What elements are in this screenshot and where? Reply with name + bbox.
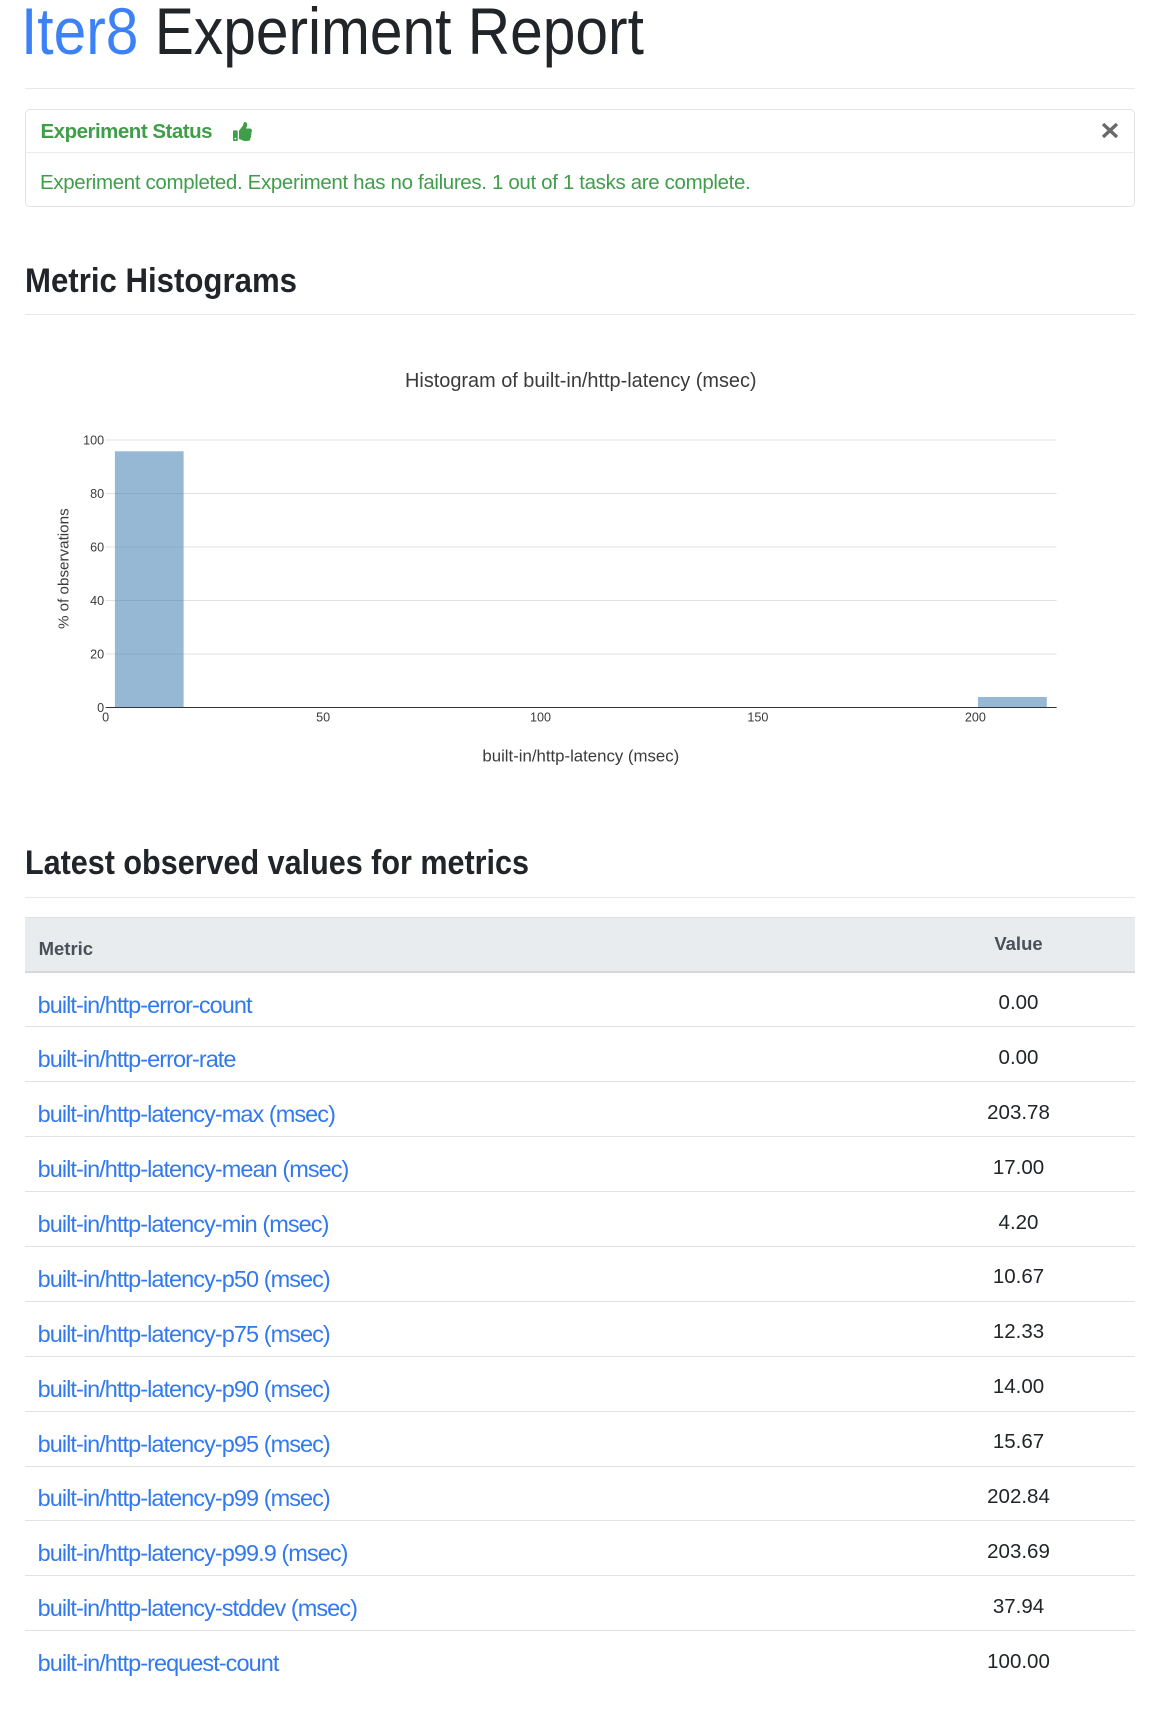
- svg-text:0: 0: [97, 701, 104, 715]
- svg-text:50: 50: [316, 710, 330, 724]
- svg-text:150: 150: [747, 710, 768, 724]
- svg-text:100: 100: [83, 433, 104, 447]
- svg-text:200: 200: [965, 710, 986, 724]
- svg-text:20: 20: [90, 647, 104, 661]
- svg-text:80: 80: [90, 487, 104, 501]
- svg-text:60: 60: [90, 540, 104, 554]
- svg-text:100: 100: [530, 710, 551, 724]
- svg-text:40: 40: [90, 594, 104, 608]
- svg-text:built-in/http-latency (msec): built-in/http-latency (msec): [482, 747, 679, 766]
- svg-text:% of observations: % of observations: [56, 508, 73, 629]
- svg-text:Histogram of built-in/http-lat: Histogram of built-in/http-latency (msec…: [405, 370, 757, 392]
- svg-text:0: 0: [102, 710, 109, 724]
